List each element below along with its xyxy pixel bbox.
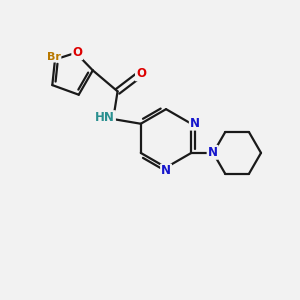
Text: Br: Br: [46, 52, 61, 61]
Text: N: N: [208, 146, 218, 159]
Text: N: N: [190, 117, 200, 130]
Text: O: O: [136, 68, 146, 80]
Text: HN: HN: [95, 111, 115, 124]
Text: O: O: [72, 46, 82, 59]
Text: N: N: [161, 164, 171, 178]
